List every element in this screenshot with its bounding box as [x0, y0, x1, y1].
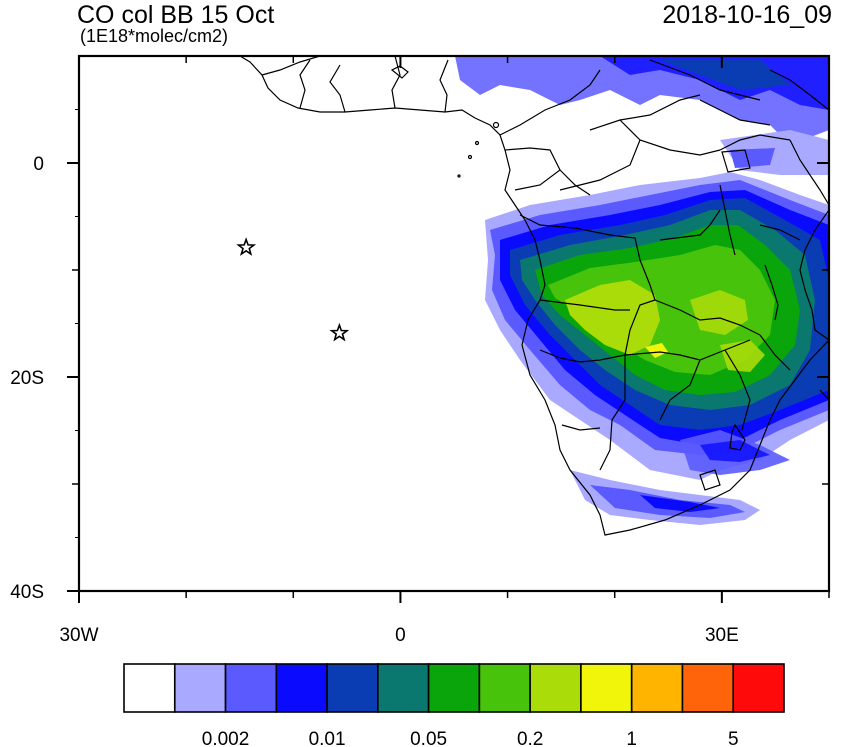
- colorbar-label: 0.05: [410, 729, 447, 747]
- colorbar-label: 1: [626, 729, 637, 747]
- x-tick-label: 0: [395, 625, 406, 646]
- x-tick-label: 30W: [59, 625, 98, 646]
- units-label: (1E18*molec/cm2): [80, 26, 229, 46]
- colorbar-box: [478, 663, 531, 713]
- colorbar-box: [580, 663, 633, 713]
- colorbar-label: 5: [728, 729, 739, 747]
- colorbar-box: [427, 663, 481, 713]
- star-marker-ascension: [236, 237, 257, 256]
- timestamp-label: 2018-10-16_09: [662, 1, 832, 29]
- y-tick-label: 40S: [10, 582, 44, 603]
- colorbar-box: [275, 663, 328, 713]
- y-tick-label: 20S: [10, 368, 44, 389]
- star-marker-st-helena: [329, 322, 350, 342]
- colorbar-box: [732, 663, 785, 713]
- colorbar-box: [529, 663, 582, 713]
- star-markers: [236, 237, 350, 342]
- plot-title: CO col BB 15 Oct: [77, 1, 275, 29]
- colorbar-label: 0.01: [309, 729, 346, 747]
- colorbar-label: 0.002: [202, 729, 250, 747]
- colorbar: 0.002 0.01 0.05 0.2 1 5: [123, 663, 785, 747]
- x-tick-label: 30E: [705, 625, 739, 646]
- colorbar-box: [173, 663, 227, 713]
- colorbar-box: [326, 663, 379, 713]
- y-tick-label: 0: [33, 154, 44, 175]
- colorbar-box: [681, 663, 735, 713]
- colorbar-box: [377, 663, 430, 713]
- co-plume-field: [455, 56, 829, 525]
- colorbar-label: 0.2: [517, 729, 543, 747]
- colorbar-box: [123, 663, 176, 713]
- colorbar-box: [224, 663, 278, 713]
- colorbar-box: [630, 663, 684, 713]
- coastlines: [239, 56, 829, 536]
- axis-ticks: 30W 0 30E 0 20S 40S: [10, 56, 830, 646]
